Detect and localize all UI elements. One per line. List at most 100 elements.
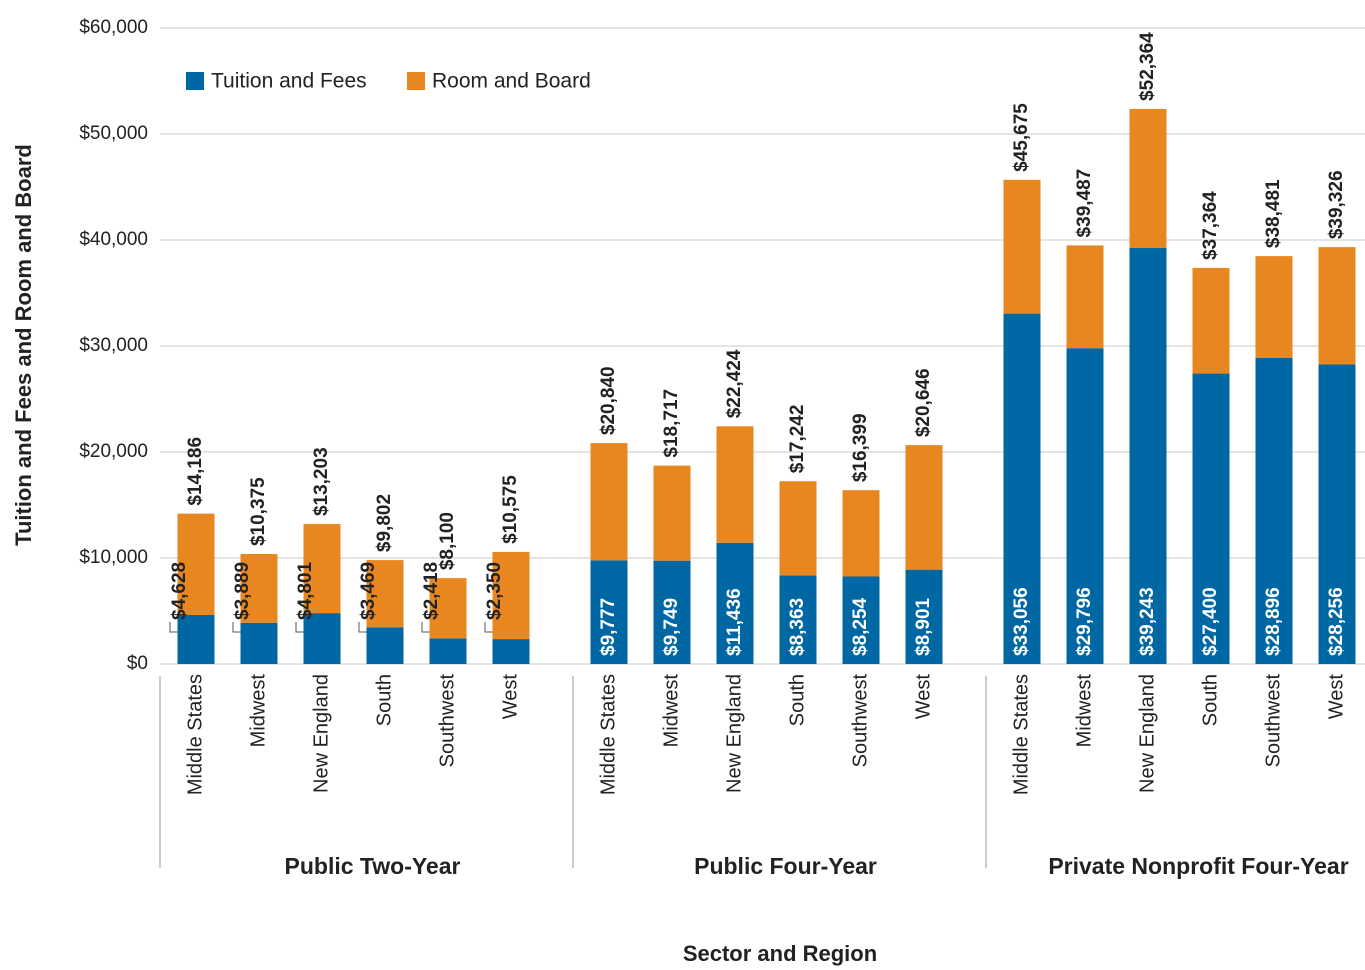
bar-segment xyxy=(1066,348,1104,664)
y-tick-label: $30,000 xyxy=(79,335,148,356)
total-label: $45,675 xyxy=(1011,103,1032,172)
x-tick-label: Middle States xyxy=(1010,674,1032,795)
bar-segment xyxy=(1192,373,1230,664)
x-tick-label: South xyxy=(786,674,808,726)
tuition-label: $8,901 xyxy=(913,597,934,656)
x-tick-label: Southwest xyxy=(849,674,871,768)
bar-segment xyxy=(1129,248,1167,664)
tuition-label: $9,777 xyxy=(598,598,619,656)
bar-segment xyxy=(303,613,341,664)
legend-label: Tuition and Fees xyxy=(211,70,367,93)
x-tick-label: South xyxy=(1199,674,1221,726)
tuition-label: $4,628 xyxy=(169,562,190,620)
legend-swatch xyxy=(407,72,425,90)
bar-segment xyxy=(177,513,215,615)
tuition-label: $4,801 xyxy=(295,561,316,620)
leader-line xyxy=(484,622,493,633)
bar-segment xyxy=(1003,179,1041,314)
tuition-label: $11,436 xyxy=(724,588,745,656)
total-label: $38,481 xyxy=(1263,179,1284,248)
total-label: $16,399 xyxy=(850,413,871,482)
bar-segment xyxy=(1192,267,1230,374)
bar-segment xyxy=(492,639,530,664)
y-tick-label: $60,000 xyxy=(79,17,148,38)
tuition-label: $2,418 xyxy=(421,562,442,620)
group-label: Public Four-Year xyxy=(694,853,877,879)
bar-segment xyxy=(842,576,880,664)
tuition-label: $8,363 xyxy=(787,598,808,656)
total-label: $18,717 xyxy=(661,389,682,458)
y-tick-label: $0 xyxy=(127,653,148,674)
tuition-label: $9,749 xyxy=(661,598,682,656)
total-label: $8,100 xyxy=(437,512,458,570)
tuition-label: $33,056 xyxy=(1011,587,1032,656)
bar-segment xyxy=(590,443,628,561)
y-tick-label: $20,000 xyxy=(79,441,148,462)
tuition-label: $3,889 xyxy=(232,562,253,620)
leader-line xyxy=(232,622,241,633)
total-label: $37,364 xyxy=(1200,191,1221,260)
total-label: $39,487 xyxy=(1074,169,1095,238)
bar-segment xyxy=(240,622,278,664)
leader-line xyxy=(295,622,304,633)
x-tick-label: Midwest xyxy=(247,674,269,748)
bar-segment xyxy=(779,575,817,664)
total-label: $10,575 xyxy=(500,475,521,544)
bar-segment xyxy=(366,560,404,628)
x-tick-label: West xyxy=(1325,674,1347,720)
total-label: $39,326 xyxy=(1326,170,1347,239)
total-label: $22,424 xyxy=(724,349,745,418)
x-tick-label: Middle States xyxy=(597,674,619,795)
tuition-label: $28,896 xyxy=(1263,587,1284,656)
y-tick-label: $10,000 xyxy=(79,547,148,568)
bar-segment xyxy=(429,638,467,664)
total-label: $17,242 xyxy=(787,405,808,474)
tuition-label: $28,256 xyxy=(1326,587,1347,656)
x-tick-label: Southwest xyxy=(436,674,458,768)
leader-line xyxy=(358,622,367,633)
bar-segment xyxy=(303,524,341,614)
x-tick-label: Southwest xyxy=(1262,674,1284,768)
bar-segment xyxy=(429,578,467,639)
tuition-label: $27,400 xyxy=(1200,587,1221,656)
leader-line xyxy=(169,622,178,633)
bar-segment xyxy=(779,481,817,576)
x-tick-label: New England xyxy=(1136,674,1158,793)
total-label: $9,802 xyxy=(374,494,395,552)
legend-label: Room and Board xyxy=(432,70,591,93)
x-tick-label: West xyxy=(499,674,521,720)
group-label: Private Nonprofit Four-Year xyxy=(1048,853,1348,879)
bar-segment xyxy=(905,569,943,664)
x-tick-label: South xyxy=(373,674,395,726)
total-label: $14,186 xyxy=(185,437,206,506)
tuition-label: $3,469 xyxy=(358,562,379,620)
bar-segment xyxy=(177,614,215,664)
bar-segment xyxy=(1255,256,1293,358)
bar-segment xyxy=(716,542,754,664)
leader-line xyxy=(421,622,430,633)
group-label: Public Two-Year xyxy=(285,853,461,879)
total-label: $10,375 xyxy=(248,477,269,546)
bar-segment xyxy=(1066,245,1104,349)
x-tick-label: Midwest xyxy=(660,674,682,748)
bar-segment xyxy=(492,551,530,640)
bar-segment xyxy=(716,426,754,543)
tuition-label: $2,350 xyxy=(484,562,505,620)
bar-segment xyxy=(1318,364,1356,664)
total-label: $52,364 xyxy=(1137,32,1158,101)
bar-segment xyxy=(1129,108,1167,249)
bar-segment xyxy=(590,560,628,664)
bar-segment xyxy=(1255,357,1293,664)
total-label: $20,840 xyxy=(598,366,619,435)
bar-segment xyxy=(653,465,691,561)
tuition-label: $8,254 xyxy=(850,597,871,656)
y-tick-label: $50,000 xyxy=(79,123,148,144)
x-axis-title: Sector and Region xyxy=(683,941,877,966)
y-tick-label: $40,000 xyxy=(79,229,148,250)
x-tick-label: New England xyxy=(310,674,332,793)
bar-segment xyxy=(240,554,278,623)
total-label: $20,646 xyxy=(913,368,934,437)
y-axis-title: Tuition and Fees and Room and Board xyxy=(11,144,36,546)
legend-swatch xyxy=(186,72,204,90)
